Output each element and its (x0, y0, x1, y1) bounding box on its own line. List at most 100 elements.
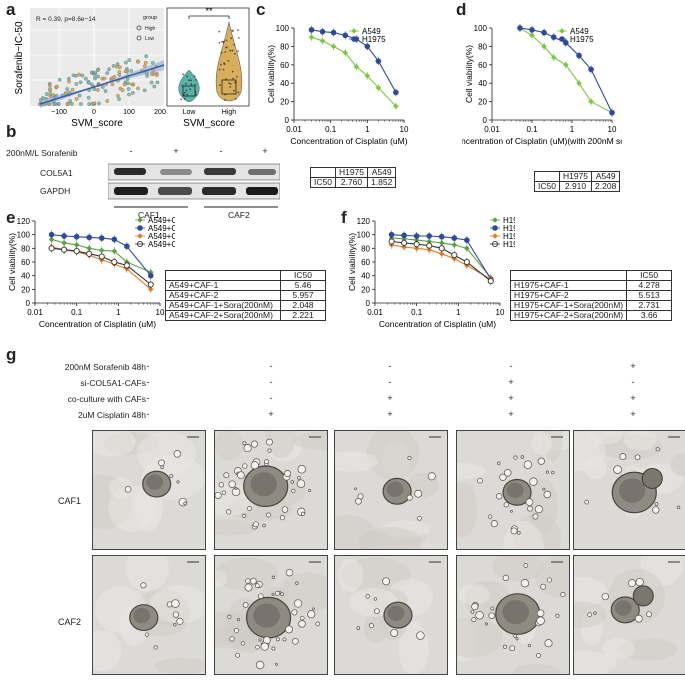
spheroid-core (253, 603, 280, 628)
cell-debris (242, 441, 247, 446)
cell-debris (255, 660, 265, 670)
cell-debris (312, 607, 315, 611)
cell-debris (520, 455, 525, 459)
cell-debris (300, 615, 305, 621)
data-point (438, 245, 445, 252)
y-tick-label: 60 (21, 258, 30, 267)
data-point (413, 241, 420, 248)
violin-group-low: Low (183, 109, 197, 116)
scatter-point (103, 89, 108, 93)
cell-debris (499, 473, 507, 481)
data-point (375, 58, 382, 64)
scatter-point (92, 87, 97, 92)
texture (457, 617, 503, 658)
violin-point (225, 39, 228, 42)
data-point (123, 262, 130, 269)
cell-debris (356, 626, 361, 630)
texture (457, 482, 478, 538)
cell-debris (234, 487, 238, 490)
scatter-point (118, 65, 122, 70)
texture (531, 431, 552, 455)
data-point (451, 242, 458, 248)
scatter-point (124, 60, 128, 65)
cell-debris (172, 611, 180, 618)
data-point (541, 43, 547, 50)
data-point (426, 242, 433, 249)
cell-debris (263, 636, 271, 644)
y-tick-label: 0 (483, 116, 488, 125)
cell-debris (496, 493, 503, 500)
scatter-point (74, 82, 79, 86)
texture (670, 453, 685, 476)
scatter-point (71, 73, 76, 78)
condition-mark: + (508, 377, 514, 387)
data-point (388, 238, 395, 245)
legend-label: H1975+CAF-1+Sora(200nM) (503, 232, 515, 241)
cell-debris (502, 644, 507, 649)
cell-debris (513, 455, 518, 460)
cell-debris (542, 487, 546, 491)
cell-debris (124, 485, 132, 493)
cell-debris (236, 618, 240, 622)
cell-debris (536, 609, 545, 617)
cell-debris (536, 652, 542, 658)
legend-title: group (143, 15, 157, 21)
xtick-3: 200 (154, 109, 166, 116)
series-line (51, 246, 152, 290)
y-tick-label: 80 (478, 42, 487, 51)
data-point (111, 236, 118, 243)
violin-point (218, 41, 221, 44)
data-point (308, 27, 315, 33)
y-tick-label: 60 (478, 61, 487, 70)
scatter-point (70, 87, 75, 92)
condition-mark: - (269, 361, 273, 371)
cell-debris (417, 515, 422, 521)
texture (278, 572, 327, 613)
data-point (319, 38, 326, 44)
condition-mark: - (146, 409, 150, 419)
xtick-1: 0 (92, 109, 96, 116)
condition-mark: + (508, 409, 514, 419)
cell-debris (233, 628, 240, 634)
cell-debris (252, 521, 259, 528)
violin-point (180, 98, 182, 101)
cell-debris (382, 577, 391, 586)
scatter-point (136, 86, 140, 91)
chart-c: 0 20 40 60 80 100 0.01 0.1 1 10 Concentration of C… (266, 24, 409, 146)
scatter-point (100, 85, 105, 89)
scatter-point (110, 82, 115, 87)
y-tick-label: 20 (21, 285, 30, 294)
scatter-point (112, 75, 117, 79)
y-tick-label: 40 (280, 79, 289, 88)
data-point (438, 233, 445, 240)
y-axis-label: Cell viability(%) (464, 45, 474, 103)
y-axis-label: Cell viability(%) (7, 233, 17, 291)
cell-debris (229, 636, 235, 642)
condition-label: 200nM Sorafenib 48h (64, 362, 146, 372)
y-tick-label: 100 (357, 231, 371, 240)
scatter-point (129, 69, 134, 73)
panel-letter-f: f (341, 208, 347, 227)
data-point (342, 32, 349, 39)
condition-mark: - (269, 393, 273, 403)
cell-debris (249, 577, 257, 585)
legend-label: H1975+CAF-1 (503, 224, 515, 233)
x-tick-label: 10 (156, 308, 165, 317)
texture (293, 431, 327, 451)
scatter-point (77, 72, 81, 77)
cell-debris (560, 592, 566, 598)
sign-4: + (262, 146, 268, 156)
scatter-point (105, 71, 110, 75)
texture (618, 638, 678, 661)
y-tick-label: 0 (366, 299, 371, 308)
scatter-point (77, 93, 82, 98)
cell-debris (601, 592, 609, 601)
violin-point (224, 51, 227, 53)
condition-mark: + (387, 393, 393, 403)
panel-letter-a: a (6, 0, 16, 19)
band-label-gapdh: GAPDH (40, 186, 71, 196)
data-point (451, 235, 458, 241)
cell-debris (176, 480, 180, 484)
micrograph (456, 555, 570, 675)
violin-point (183, 97, 186, 100)
